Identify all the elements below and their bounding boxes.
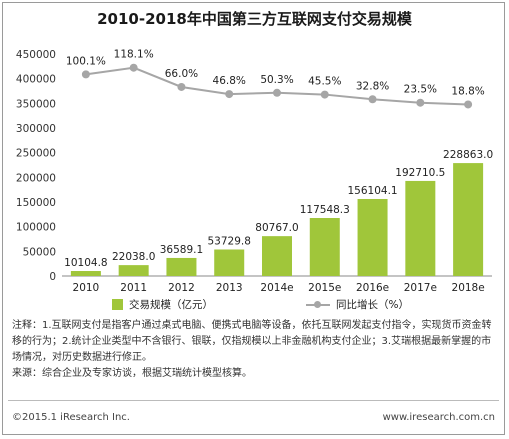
bar-value-label: 228863.0 [443, 149, 493, 161]
x-tick-label: 2018e [452, 282, 485, 294]
growth-point [320, 90, 329, 99]
growth-point [129, 63, 138, 72]
y-tick-label: 250000 [16, 148, 56, 160]
growth-point [368, 95, 377, 104]
chart-plot: 0 50000 100000 150000 200000 250000 300000 3500… [16, 49, 493, 294]
notes-block: 注释：1.互联网支付是指客户通过桌式电脑、便携式电脑等设备，依托互联网发起支付指… [12, 318, 497, 382]
bar-value-label: 117548.3 [300, 204, 350, 216]
y-tick-label: 100000 [16, 222, 56, 234]
legend-bar-label: 交易规模（亿元） [129, 299, 213, 311]
growth-value-label: 46.8% [213, 75, 246, 87]
bar-value-label: 192710.5 [395, 167, 445, 179]
legend-line-label: 同比增长（%） [336, 299, 409, 311]
bar [262, 236, 292, 276]
y-tick-label: 150000 [16, 197, 56, 209]
bar [357, 198, 388, 276]
x-tick-label: 2017e [404, 282, 437, 294]
x-tick-label: 2011 [120, 282, 147, 294]
bar [309, 218, 340, 276]
growth-value-label: 23.5% [404, 84, 437, 96]
bar [405, 180, 436, 276]
legend-line-swatch [306, 299, 330, 310]
source-text: 来源：综合企业及专家访谈，根据艾瑞统计模型核算。 [12, 368, 252, 379]
y-tick-label: 400000 [16, 74, 56, 86]
bar-value-label: 53729.8 [208, 235, 251, 247]
bar [166, 257, 197, 276]
bar [70, 271, 101, 276]
x-tick-label: 2014e [260, 282, 293, 294]
growth-value-label: 45.5% [308, 76, 341, 88]
y-tick-label: 350000 [16, 98, 56, 110]
growth-value-label: 18.8% [451, 85, 484, 97]
note-text: 注释：1.互联网支付是指客户通过桌式电脑、便携式电脑等设备，依托互联网发起支付指… [12, 320, 492, 363]
growth-value-label: 32.8% [356, 80, 389, 92]
bar-value-label: 156104.1 [348, 185, 398, 197]
x-tick-label: 2010 [73, 282, 100, 294]
growth-point [225, 90, 234, 99]
x-tick-label: 2016e [356, 282, 389, 294]
x-tick-label: 2012 [168, 282, 195, 294]
y-tick-label: 300000 [16, 123, 56, 135]
y-tick-label: 0 [49, 271, 56, 283]
growth-point [81, 70, 90, 79]
chart-title: 2010-2018年中国第三方互联网支付交易规模 [97, 10, 412, 28]
growth-value-label: 50.3% [260, 74, 293, 86]
website-link[interactable]: www.iresearch.com.cn [382, 412, 495, 423]
copyright-text: ©2015.1 iResearch Inc. [12, 412, 130, 423]
bar-value-label: 10104.8 [64, 257, 107, 269]
y-tick-label: 450000 [16, 49, 56, 61]
x-tick-label: 2015e [308, 282, 341, 294]
y-tick-label: 200000 [16, 172, 56, 184]
bar [453, 163, 484, 276]
growth-value-label: 100.1% [66, 55, 106, 67]
x-tick-label: 2013 [216, 282, 243, 294]
bar-value-label: 36589.1 [160, 244, 203, 256]
growth-point [416, 98, 425, 107]
legend-line-item: 同比增长（%） [306, 297, 409, 312]
growth-point [177, 82, 186, 91]
legend-bar-swatch [112, 299, 123, 310]
y-tick-label: 50000 [23, 246, 56, 258]
growth-value-label: 118.1% [114, 49, 154, 61]
bar-value-label: 80767.0 [255, 222, 298, 234]
legend-bar-item: 交易规模（亿元） [112, 297, 213, 312]
bar [118, 265, 149, 276]
bar-value-label: 22038.0 [112, 251, 155, 263]
bar [214, 249, 245, 276]
growth-point [464, 100, 473, 109]
growth-value-label: 66.0% [165, 68, 198, 80]
growth-point [273, 88, 281, 97]
footer-divider [8, 400, 499, 401]
